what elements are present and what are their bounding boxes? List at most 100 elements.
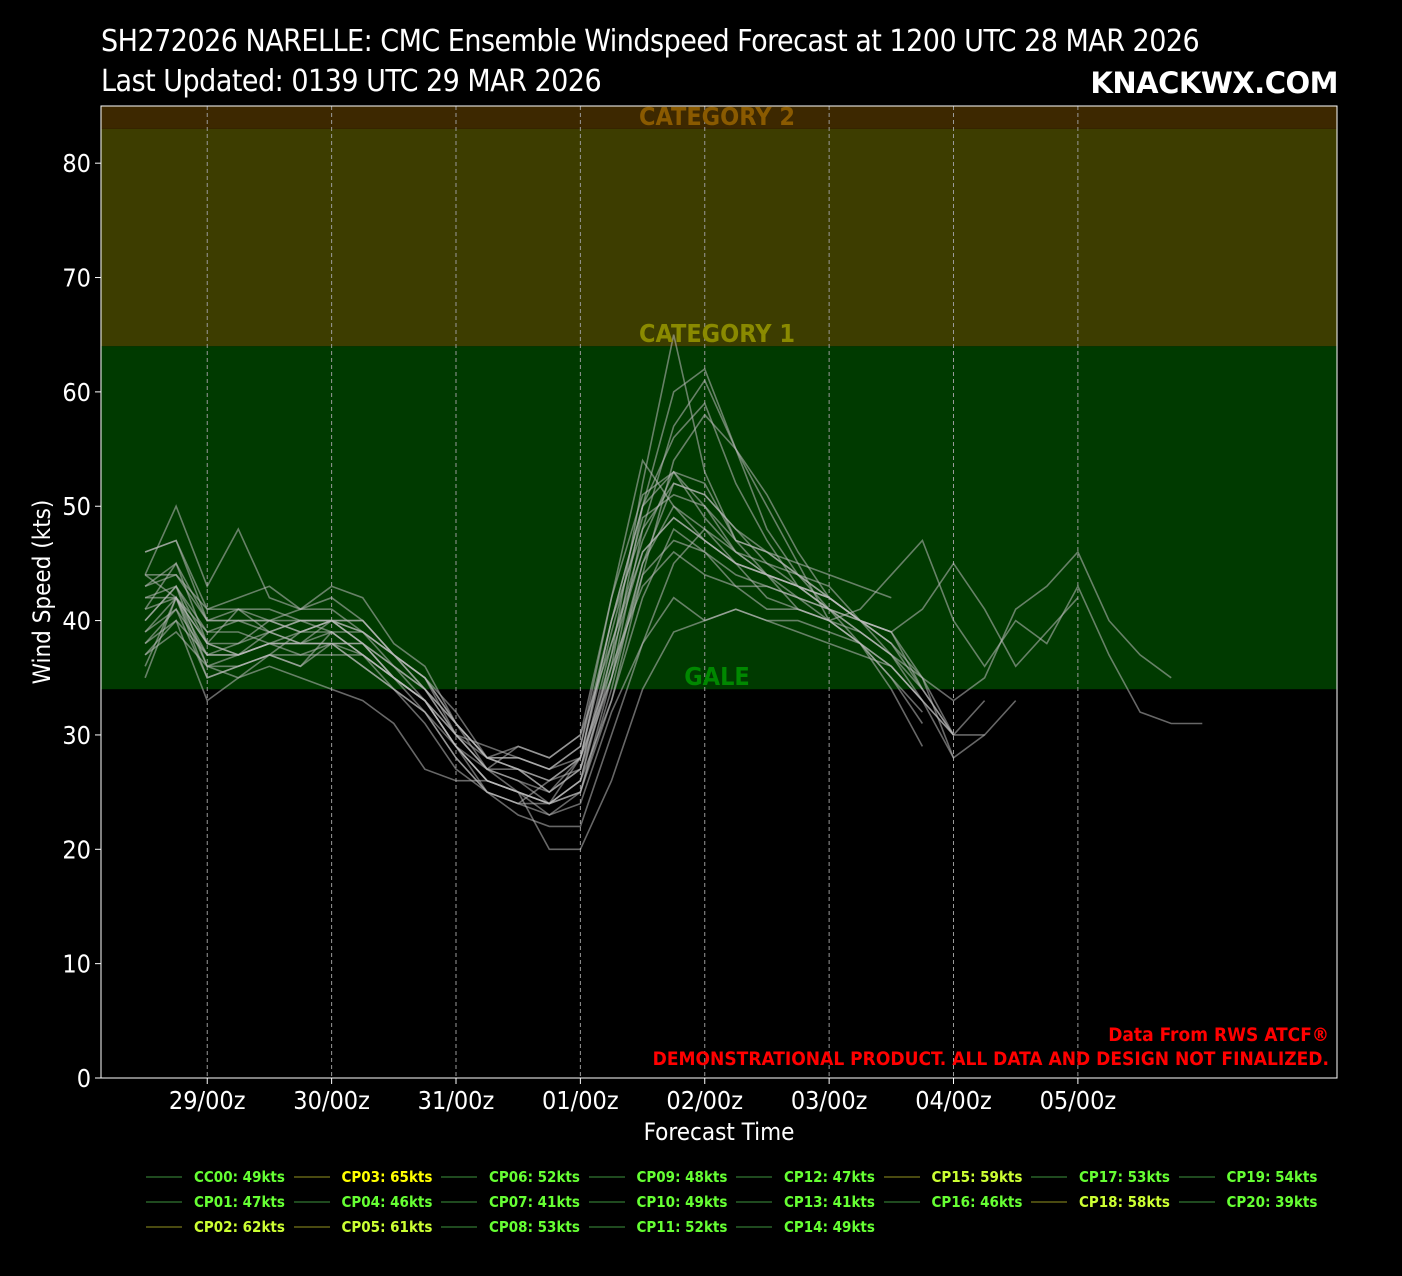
legend-swatch (146, 1201, 182, 1203)
legend-item-cp07: CP07: 41kts (441, 1191, 580, 1213)
legend-swatch (441, 1226, 477, 1228)
legend-label: CP10: 49kts (636, 1193, 728, 1211)
legend-item-cp15: CP15: 59kts (883, 1166, 1023, 1188)
legend-item-cp17: CP17: 53kts (1031, 1166, 1170, 1188)
y-tick-label: 80 (62, 149, 91, 178)
y-tick-label: 50 (62, 492, 91, 521)
band-label-category-1: CATEGORY 1 (639, 319, 795, 348)
legend-label: CP16: 46kts (931, 1193, 1023, 1211)
series-line-cp13 (144, 596, 923, 816)
legend-item-cc00: CC00: 49kts (146, 1166, 285, 1188)
y-tick-label: 20 (62, 835, 91, 864)
y-axis: 0 10 20 30 40 50 60 70 80 (62, 149, 101, 1093)
y-tick-label: 10 (62, 950, 91, 979)
chart-subtitle: Last Updated: 0139 UTC 29 MAR 2026 (101, 64, 602, 99)
legend-item-cp13: CP13: 41kts (736, 1191, 875, 1213)
legend-label: CP18: 58kts (1079, 1193, 1170, 1211)
vertical-grid (206, 106, 1079, 1078)
band-label-category-2: CATEGORY 2 (639, 102, 795, 131)
legend-label: CP13: 41kts (784, 1193, 875, 1211)
legend-label: CP15: 59kts (931, 1168, 1023, 1186)
legend-swatch (588, 1201, 625, 1203)
legend-swatch (293, 1226, 330, 1228)
band-label-gale: GALE (684, 662, 750, 691)
series-line-cp09 (144, 527, 1203, 828)
ensemble-lines (144, 334, 1203, 851)
legend-swatch (146, 1226, 182, 1228)
legend-label: CP11: 52kts (636, 1218, 728, 1236)
disclaimer: DEMONSTRATIONAL PRODUCT. ALL DATA AND DE… (653, 1048, 1329, 1070)
legend-label: CP06: 52kts (489, 1168, 580, 1186)
legend-swatch (146, 1176, 182, 1178)
y-tick-label: 70 (62, 264, 91, 293)
legend-swatch (588, 1176, 625, 1178)
x-tick-label: 05/00z (1040, 1086, 1117, 1115)
brand-logo: KNACKWX.COM (1090, 66, 1338, 100)
x-tick-label: 03/00z (791, 1086, 868, 1115)
x-tick-label: 31/00z (418, 1086, 495, 1115)
legend-label: CP02: 62kts (194, 1218, 285, 1236)
x-tick-label: 30/00z (293, 1086, 370, 1115)
legend-swatch (293, 1176, 330, 1178)
legend-label: CP04: 46kts (341, 1193, 433, 1211)
legend-swatch (1178, 1201, 1215, 1203)
legend-item-cp19: CP19: 54kts (1178, 1166, 1318, 1188)
legend-label: CP14: 49kts (784, 1218, 875, 1236)
x-axis: 29/00z 30/00z 31/00z 01/00z 02/00z 03/00z 04/0… (169, 1078, 1116, 1115)
legend-swatch (1031, 1201, 1067, 1203)
series-line-cp01 (144, 493, 861, 805)
x-tick-label: 04/00z (915, 1086, 992, 1115)
chart-title: SH272026 NARELLE: CMC Ensemble Windspeed… (101, 24, 1200, 59)
band-category-2 (101, 106, 1337, 129)
legend-label: CP01: 47kts (194, 1193, 285, 1211)
series-line-cp20 (144, 608, 1017, 851)
y-tick-label: 0 (77, 1064, 91, 1093)
y-tick-label: 30 (62, 721, 91, 750)
x-axis-label: Forecast Time (644, 1118, 795, 1146)
legend-item-cp12: CP12: 47kts (736, 1166, 875, 1188)
x-tick-label: 29/00z (169, 1086, 246, 1115)
legend-swatch (736, 1226, 772, 1228)
legend-label: CP20: 39kts (1226, 1193, 1318, 1211)
legend-item-cp03: CP03: 65kts (293, 1166, 432, 1188)
legend-swatch (736, 1176, 772, 1178)
legend-swatch (883, 1201, 920, 1203)
legend-item-cp09: CP09: 48kts (588, 1166, 728, 1188)
legend-item-cp10: CP10: 49kts (588, 1191, 728, 1213)
band-labels: GALE CATEGORY 1 CATEGORY 2 (639, 102, 795, 691)
legend-label: CP08: 53kts (489, 1218, 580, 1236)
series-line-cp19 (144, 458, 955, 759)
legend-item-cp20: CP20: 39kts (1178, 1191, 1318, 1213)
legend-swatch (883, 1176, 920, 1178)
legend-item-cp18: CP18: 58kts (1031, 1191, 1170, 1213)
y-tick-label: 40 (62, 607, 91, 636)
legend-label: CP05: 61kts (341, 1218, 433, 1236)
legend-item-cp01: CP01: 47kts (146, 1191, 285, 1213)
legend-label: CP09: 48kts (636, 1168, 728, 1186)
data-credit: Data From RWS ATCF® (1108, 1024, 1329, 1046)
legend-swatch (441, 1176, 477, 1178)
legend-item-cp16: CP16: 46kts (883, 1191, 1023, 1213)
legend-swatch (1178, 1176, 1215, 1178)
legend-item-cp05: CP05: 61kts (293, 1216, 433, 1238)
band-category-1 (101, 128, 1337, 347)
legend-swatch (293, 1201, 330, 1203)
legend-swatch (588, 1226, 625, 1228)
legend-swatch (441, 1201, 477, 1203)
intensity-bands (101, 106, 1337, 690)
legend-item-cp04: CP04: 46kts (293, 1191, 433, 1213)
legend-label: CC00: 49kts (194, 1168, 285, 1186)
y-tick-label: 60 (62, 378, 91, 407)
legend-label: CP19: 54kts (1226, 1168, 1318, 1186)
legend-item-cp08: CP08: 53kts (441, 1216, 580, 1238)
y-axis-label: Wind Speed (kts) (28, 500, 56, 685)
x-tick-label: 01/00z (542, 1086, 619, 1115)
legend-label: CP12: 47kts (784, 1168, 875, 1186)
legend-item-cp11: CP11: 52kts (588, 1216, 728, 1238)
series-line-cp18 (144, 413, 1079, 816)
legend-label: CP07: 41kts (489, 1193, 580, 1211)
legend-swatch (1031, 1176, 1067, 1178)
series-line-cp16 (144, 550, 985, 771)
plot-frame (100, 105, 1338, 1079)
